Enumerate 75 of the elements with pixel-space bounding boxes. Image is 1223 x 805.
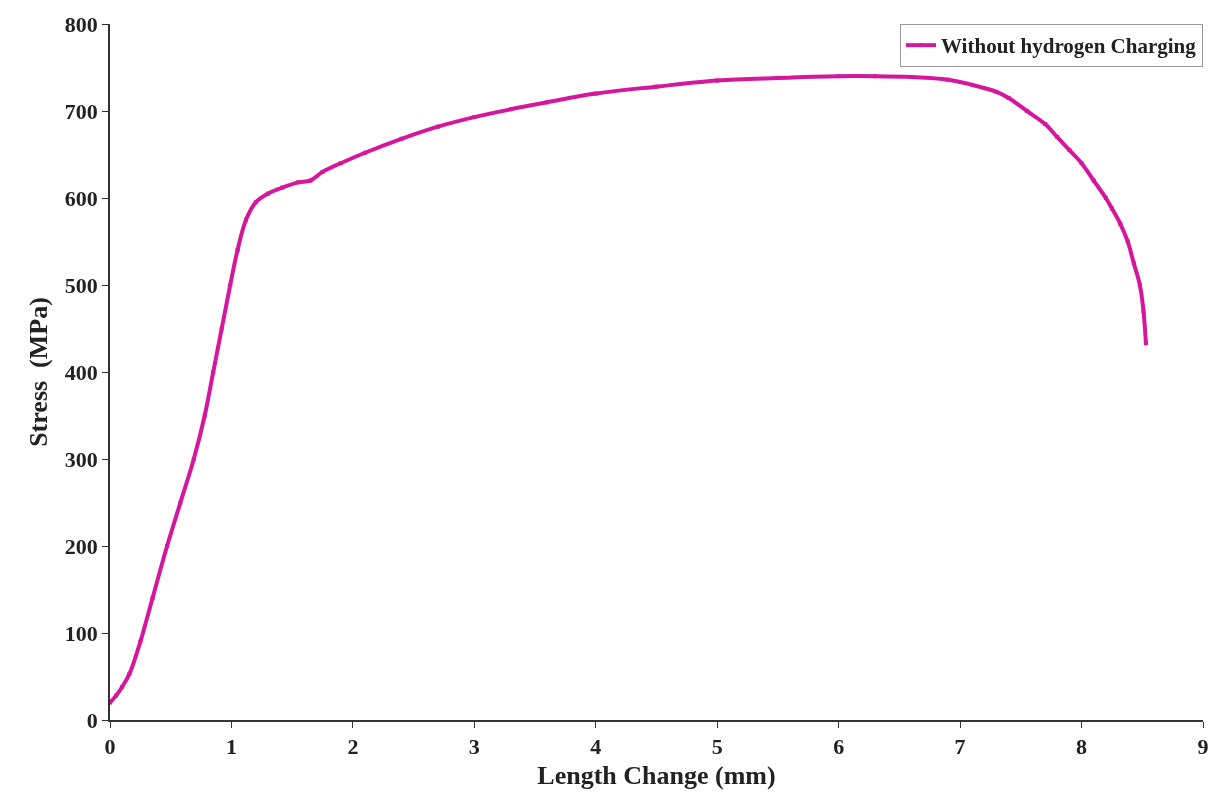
point xyxy=(945,77,950,82)
point xyxy=(320,169,325,174)
x-tick-label: 0 xyxy=(104,734,116,760)
point xyxy=(1125,239,1130,244)
point xyxy=(138,639,143,644)
point xyxy=(1091,178,1096,183)
point xyxy=(127,671,132,676)
y-tick-label: 600 xyxy=(64,185,98,211)
x-tick-label: 9 xyxy=(1197,734,1209,760)
point xyxy=(970,82,975,87)
point xyxy=(836,74,841,79)
point xyxy=(363,150,368,155)
x-tick-label: 4 xyxy=(590,734,602,760)
point xyxy=(253,200,258,205)
x-tick-label: 3 xyxy=(468,734,480,760)
point xyxy=(909,75,914,80)
point xyxy=(165,544,170,548)
point xyxy=(1067,148,1072,153)
point xyxy=(178,500,183,505)
point xyxy=(1141,309,1146,314)
point xyxy=(1137,283,1142,287)
legend-label: Without hydrogen Charging xyxy=(941,34,1197,59)
x-tick-label: 6 xyxy=(833,734,845,760)
point xyxy=(265,191,270,196)
point xyxy=(296,180,301,185)
point xyxy=(338,161,343,166)
point xyxy=(1055,135,1060,140)
point xyxy=(280,185,285,190)
y-tick-label: 300 xyxy=(64,446,98,472)
point xyxy=(593,91,598,96)
line-series xyxy=(110,74,1148,705)
point xyxy=(1024,109,1029,113)
point xyxy=(654,84,659,89)
point xyxy=(120,684,125,689)
y-axis-title: Stress (MPa) xyxy=(23,297,53,447)
point xyxy=(1143,341,1148,346)
point xyxy=(244,217,249,222)
x-tick-label: 7 xyxy=(954,734,966,760)
point xyxy=(1109,206,1114,211)
x-axis-title: Length Change (mm) xyxy=(537,761,776,791)
point xyxy=(1103,196,1108,200)
x-tick-label: 5 xyxy=(711,734,723,760)
point xyxy=(472,115,477,120)
point xyxy=(219,326,224,331)
y-tick-label: 700 xyxy=(64,98,98,124)
point xyxy=(399,136,404,141)
point xyxy=(308,178,313,183)
point xyxy=(114,693,119,698)
y-tick-label: 0 xyxy=(86,707,98,733)
point xyxy=(508,107,513,112)
y-tick-label: 200 xyxy=(64,533,98,559)
point xyxy=(228,283,233,287)
y-tick-label: 800 xyxy=(64,11,98,37)
point xyxy=(1131,261,1136,266)
point xyxy=(435,124,440,129)
y-tick-label: 400 xyxy=(64,359,98,385)
point xyxy=(150,596,155,601)
point xyxy=(775,75,780,80)
point xyxy=(545,100,550,105)
point xyxy=(994,89,999,94)
point xyxy=(715,78,720,83)
x-tick-label: 1 xyxy=(225,734,237,760)
x-tick-label: 2 xyxy=(347,734,359,760)
point xyxy=(235,248,240,253)
point xyxy=(873,74,878,79)
y-tick-label: 500 xyxy=(64,272,98,298)
point xyxy=(1043,122,1048,127)
point xyxy=(1118,222,1123,227)
point xyxy=(191,457,196,461)
point xyxy=(202,413,207,418)
point xyxy=(211,370,216,374)
point xyxy=(1006,95,1011,100)
y-tick-label: 100 xyxy=(64,620,98,646)
x-tick-label: 8 xyxy=(1076,734,1088,760)
point xyxy=(1079,161,1084,166)
